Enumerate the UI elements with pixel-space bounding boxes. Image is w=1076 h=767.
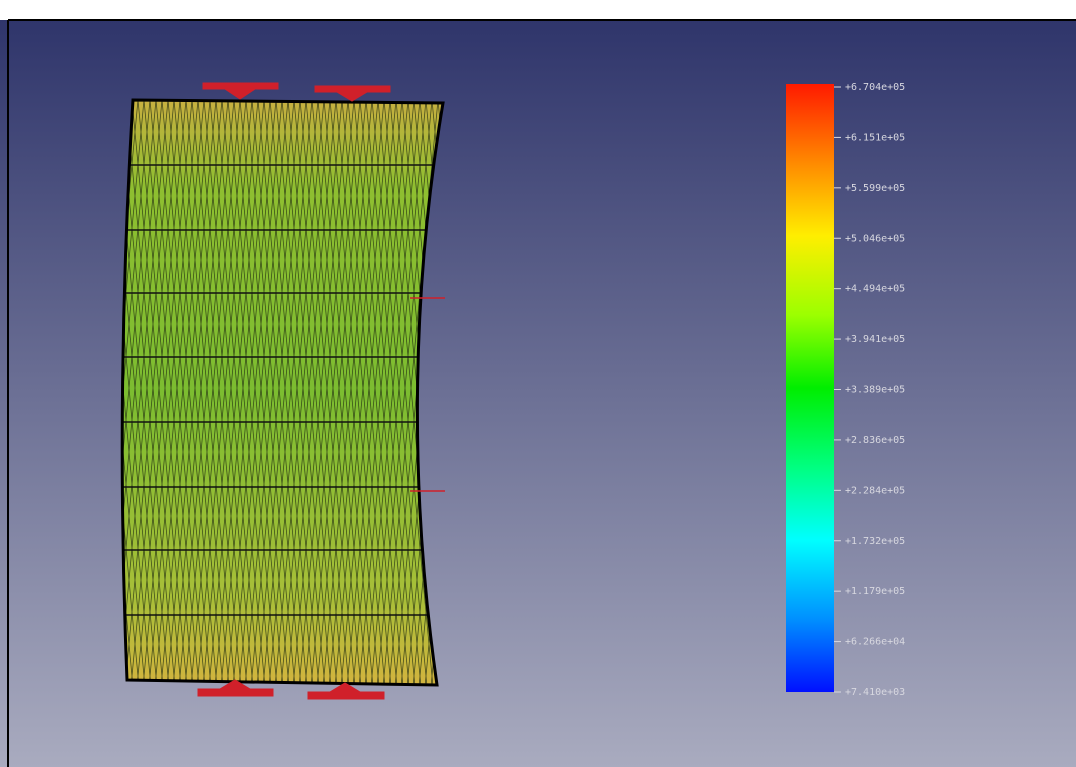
scale-label: +1.732e+05 xyxy=(845,536,905,547)
beam-mesh xyxy=(100,100,460,690)
scale-label: +2.836e+05 xyxy=(845,435,905,446)
scale-label: +6.151e+05 xyxy=(845,132,905,143)
scale-label: +7.410e+03 xyxy=(845,687,905,698)
page: +6.704e+05 +6.151e+05 +5.599e+05 +5.046e+05… xyxy=(0,0,1076,767)
scale-label: +6.704e+05 xyxy=(845,82,905,93)
scale-label: +5.046e+05 xyxy=(845,233,905,244)
fem-viewport: +6.704e+05 +6.151e+05 +5.599e+05 +5.046e+05… xyxy=(0,0,1076,767)
scale-label: +1.179e+05 xyxy=(845,586,905,597)
scale-label: +2.284e+05 xyxy=(845,485,905,496)
color-scale-bar xyxy=(786,84,834,692)
scale-label: +5.599e+05 xyxy=(845,183,905,194)
scale-label: +4.494e+05 xyxy=(845,284,905,295)
scale-label: +6.266e+04 xyxy=(845,637,905,648)
scale-label: +3.389e+05 xyxy=(845,385,905,396)
scale-label: +3.941e+05 xyxy=(845,334,905,345)
